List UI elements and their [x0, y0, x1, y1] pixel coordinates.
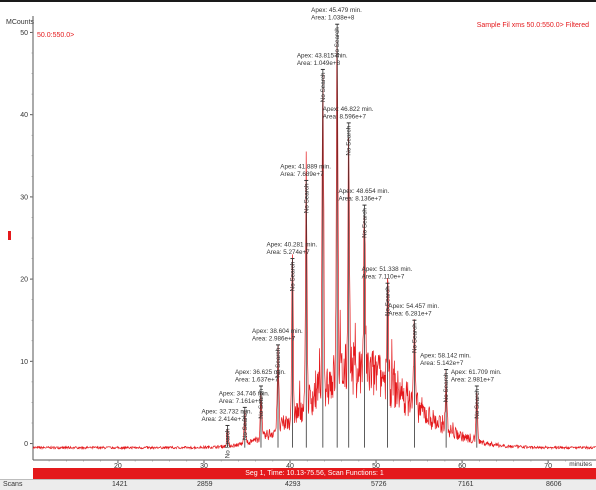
- peak-apex-label: Apex: 34.746 min.: [219, 390, 270, 397]
- peak-apex-label: Apex: 32.732 min.: [201, 408, 252, 415]
- peak-annotation: Apex: 58.142 min.Area: 5.142e+7 No Search: [420, 353, 471, 448]
- scan-tick: 1421: [112, 481, 128, 488]
- peak-search-label: No Search: [346, 125, 353, 155]
- peak-search-label: No Search: [385, 286, 392, 316]
- segment-info-bar[interactable]: Seg 1, Time: 10.13-75.56, Scan Functions…: [33, 468, 596, 479]
- peak-search-label: No Search: [474, 389, 481, 419]
- x-tick-label: 70: [544, 463, 552, 470]
- x-tick-label: 30: [200, 463, 208, 470]
- peak-area-label: Area: 1.637e+7: [235, 377, 279, 384]
- mass-range-label: 50.0:550.0>: [37, 32, 75, 39]
- peak-area-label: Area: 2.986e+7: [252, 335, 296, 342]
- peak-apex-label: Apex: 61.709 min.: [451, 369, 502, 376]
- x-tick-label: 20: [114, 463, 122, 470]
- peak-annotation: Apex: 46.822 min.Area: 8.596e+7 No Search: [323, 106, 374, 448]
- peak-search-label: No Search: [303, 183, 310, 213]
- y-tick-label: 30: [20, 194, 28, 201]
- peak-annotation: Apex: 43.815 min.Area: 1.049e+8 No Search: [297, 52, 348, 448]
- x-axis-unit-label: minutes: [569, 461, 592, 468]
- peak-apex-label: Apex: 54.457 min.: [388, 303, 439, 310]
- peak-apex-label: Apex: 48.654 min.: [338, 188, 389, 195]
- peak-apex-label: Apex: 38.604 min.: [252, 328, 303, 335]
- peak-annotation: Apex: 54.457 min.Area: 6.281e+7 No Search: [388, 303, 439, 448]
- peak-annotation: Apex: 45.479 min.Area: 1.038e+8 No Search: [311, 7, 362, 448]
- trace-layer: [32, 40, 596, 451]
- peak-area-label: Area: 7.110e+7: [362, 274, 405, 281]
- peak-annotation: Apex: 36.625 min.Area: 1.637e+7 No Search: [235, 369, 286, 448]
- peak-area-label: Area: 7.161e+6: [219, 398, 263, 405]
- peak-search-label: No Search: [258, 389, 265, 419]
- peak-annotation: Apex: 41.889 min.Area: 7.689e+7 No Search: [280, 163, 331, 448]
- x-tick-label: 40: [286, 463, 294, 470]
- peak-annotation: Apex: 51.338 min.Area: 7.110e+7 No Search: [362, 266, 413, 448]
- peak-apex-label: Apex: 46.822 min.: [323, 106, 374, 113]
- peak-area-label: Area: 1.049e+8: [297, 60, 341, 67]
- peak-apex-label: Apex: 45.479 min.: [311, 7, 362, 14]
- scan-tick: 5726: [371, 481, 387, 488]
- peak-annotation: Apex: 61.709 min.Area: 2.981e+7 No Search: [451, 369, 502, 448]
- peak-area-label: Area: 8.596e+7: [323, 113, 367, 120]
- peak-area-label: Area: 7.689e+7: [280, 171, 324, 178]
- peak-annotation: Apex: 34.746 min.Area: 7.161e+6No Search: [219, 390, 270, 448]
- peak-area-label: Area: 8.136e+7: [338, 196, 382, 203]
- peak-area-label: Area: 2.414e+7: [201, 416, 245, 423]
- peak-search-label: No Search: [411, 323, 418, 353]
- scan-tick: 8606: [546, 481, 562, 488]
- y-axis-cursor-marker[interactable]: [8, 231, 11, 240]
- peak-annotations: Apex: 32.732 min.Area: 2.414e+7No Search…: [201, 7, 501, 458]
- peak-annotation: Apex: 32.732 min.Area: 2.414e+7No Search: [201, 408, 252, 458]
- scan-number-axis: Scans 1421 2859 4293 5726 7161 8606: [0, 479, 596, 490]
- y-tick-label: 0: [24, 441, 28, 448]
- peak-apex-label: Apex: 51.338 min.: [362, 266, 413, 273]
- peak-area-label: Area: 6.281e+7: [388, 311, 432, 318]
- peak-area-label: Area: 5.142e+7: [420, 360, 464, 367]
- y-axis-unit-label: MCounts: [6, 19, 35, 26]
- chromatogram-trace: [32, 40, 596, 451]
- y-tick-label: 40: [20, 112, 28, 119]
- plot-axes: 0 10 20 30 40 50 20 30 40 50 60 70: [20, 16, 596, 470]
- scan-tick: 7161: [458, 481, 474, 488]
- x-tick-label: 50: [372, 463, 380, 470]
- peak-search-label: No Search: [443, 372, 450, 402]
- peak-search-label: No Search: [242, 410, 249, 440]
- scan-tick: 2859: [197, 481, 213, 488]
- peak-search-label: No Search: [361, 208, 368, 238]
- y-tick-label: 50: [20, 30, 28, 37]
- peak-apex-label: Apex: 58.142 min.: [420, 353, 471, 360]
- peak-search-label: No Search: [224, 428, 231, 458]
- peak-search-label: No Search: [320, 72, 327, 102]
- x-tick-label: 60: [458, 463, 466, 470]
- peak-apex-label: Apex: 41.889 min.: [280, 163, 331, 170]
- peak-search-label: No Search: [289, 261, 296, 291]
- y-tick-label: 20: [20, 277, 28, 284]
- peak-area-label: Area: 1.038e+8: [311, 15, 355, 22]
- peak-search-label: No Search: [334, 27, 341, 57]
- peak-apex-label: Apex: 36.625 min.: [235, 369, 286, 376]
- scan-tick: 4293: [285, 481, 301, 488]
- peak-apex-label: Apex: 43.815 min.: [297, 52, 348, 59]
- peak-annotation: Apex: 38.604 min.Area: 2.986e+7 No Search: [252, 328, 303, 448]
- peak-annotation: Apex: 40.281 min.Area: 5.274e+7 No Search: [266, 242, 317, 448]
- peak-apex-label: Apex: 40.281 min.: [266, 242, 317, 249]
- peak-area-label: Area: 5.274e+7: [266, 249, 310, 256]
- peak-search-label: No Search: [275, 347, 282, 377]
- y-tick-label: 10: [20, 359, 28, 366]
- trace-description-label: Sample Fil xms 50.0:550.0> Filtered: [476, 22, 589, 29]
- peak-annotation: Apex: 48.654 min.Area: 8.136e+7 No Search: [338, 188, 389, 448]
- peak-area-label: Area: 2.981e+7: [451, 377, 495, 384]
- scans-label: Scans: [3, 481, 23, 488]
